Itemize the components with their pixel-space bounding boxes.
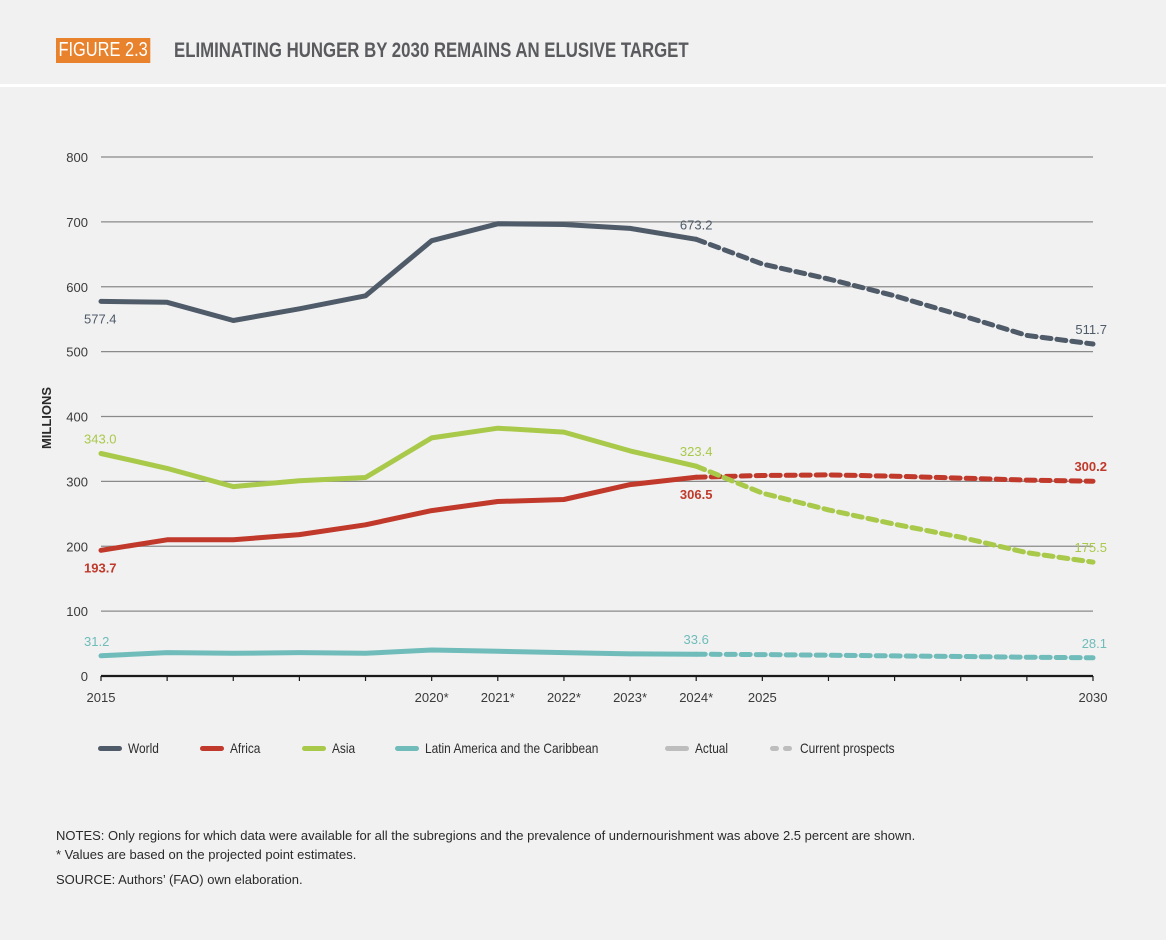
y-tick-label: 400 xyxy=(66,410,88,425)
series-line-africa-actual xyxy=(98,474,699,553)
x-tick-label: 2024* xyxy=(679,690,713,705)
axes: 0 100 200 300 400 500 600 700 800 2015 2020* 2021* 2… xyxy=(66,150,1107,705)
gridlines xyxy=(101,156,1093,612)
series-line-asia-actual xyxy=(98,425,699,490)
y-tick-label: 200 xyxy=(66,539,88,554)
x-tick-label: 2030 xyxy=(1079,690,1108,705)
y-axis-label: MILLIONS xyxy=(39,387,54,449)
series-line-latin-america-and-the-caribbean-projection xyxy=(693,651,1096,661)
legend-item-latin-america: Latin America and the Caribbean xyxy=(395,740,629,756)
x-tick-label: 2020* xyxy=(415,690,449,705)
y-tick-label: 600 xyxy=(66,280,88,295)
data-label-africa: 193.7 xyxy=(84,560,117,575)
legend-swatch-actual xyxy=(665,745,690,751)
y-tick-label: 700 xyxy=(66,215,88,230)
legend-label: Actual xyxy=(695,740,729,756)
series-lines xyxy=(98,221,1096,661)
x-tick-label: 2021* xyxy=(481,690,515,705)
legend-label: Africa xyxy=(230,740,261,756)
notes-line: NOTES: Only regions for which data were … xyxy=(56,828,916,843)
y-tick-label: 500 xyxy=(66,345,88,360)
legend-swatch-africa xyxy=(200,745,225,751)
legend: World Africa Asia Latin America and the … xyxy=(98,737,947,759)
legend-item-asia: Asia xyxy=(302,740,359,756)
x-tick-label: 2015 xyxy=(87,690,116,705)
y-tick-label: 800 xyxy=(66,150,88,165)
figure-notes: NOTES: Only regions for which data were … xyxy=(56,826,915,889)
data-label-africa: 306.5 xyxy=(680,487,713,502)
legend-item-world: World xyxy=(98,740,164,756)
y-tick-label: 0 xyxy=(81,669,88,684)
legend-swatch-asia xyxy=(302,745,327,751)
series-line-latin-america-and-the-caribbean-actual xyxy=(98,647,699,659)
data-label-asia: 323.4 xyxy=(680,444,713,459)
legend-label: World xyxy=(128,740,159,756)
x-tick-label: 2023* xyxy=(613,690,647,705)
y-tick-label: 100 xyxy=(66,604,88,619)
data-label-world: 511.7 xyxy=(1075,322,1107,337)
x-tick-label: 2025 xyxy=(748,690,777,705)
figure-title: ELIMINATING HUNGER BY 2030 REMAINS AN EL… xyxy=(174,39,689,62)
legend-swatch-current-prospects xyxy=(770,745,794,751)
data-labels: 577.4 673.2 511.7 193.7 306.5 300.2 343.0 323.4… xyxy=(84,217,1107,651)
data-label-latin-america-and-the-caribbean: 33.6 xyxy=(684,632,709,647)
data-label-world: 673.2 xyxy=(680,217,713,232)
legend-swatch-world xyxy=(98,745,122,751)
notes-footnote: * Values are based on the projected poin… xyxy=(56,847,357,862)
series-line-asia-projection xyxy=(693,463,1096,565)
x-tick-label: 2022* xyxy=(547,690,581,705)
legend-item-africa: Africa xyxy=(200,740,266,756)
series-line-africa-projection xyxy=(693,472,1096,484)
legend-item-actual: Actual xyxy=(665,740,734,756)
series-line-world-projection xyxy=(693,236,1096,347)
figure-badge: FIGURE 2.3 xyxy=(56,38,151,63)
legend-label: Asia xyxy=(332,740,356,756)
legend-item-current-prospects: Current prospects xyxy=(770,740,911,756)
figure-header: FIGURE 2.3 ELIMINATING HUNGER BY 2030 RE… xyxy=(0,0,1166,84)
data-label-latin-america-and-the-caribbean: 28.1 xyxy=(1082,636,1107,651)
legend-label: Current prospects xyxy=(800,740,895,756)
data-label-latin-america-and-the-caribbean: 31.2 xyxy=(84,634,109,649)
y-tick-label: 300 xyxy=(66,474,88,489)
data-label-africa: 300.2 xyxy=(1074,459,1107,474)
legend-swatch-latin-america xyxy=(395,745,420,751)
legend-label: Latin America and the Caribbean xyxy=(425,740,599,756)
header-divider xyxy=(0,84,1166,87)
data-label-world: 577.4 xyxy=(84,311,117,326)
source-line: SOURCE: Authors’ (FAO) own elaboration. xyxy=(56,872,303,887)
data-label-asia: 343.0 xyxy=(84,431,117,446)
data-label-asia: 175.5 xyxy=(1074,540,1107,555)
series-line-world-actual xyxy=(98,221,699,323)
